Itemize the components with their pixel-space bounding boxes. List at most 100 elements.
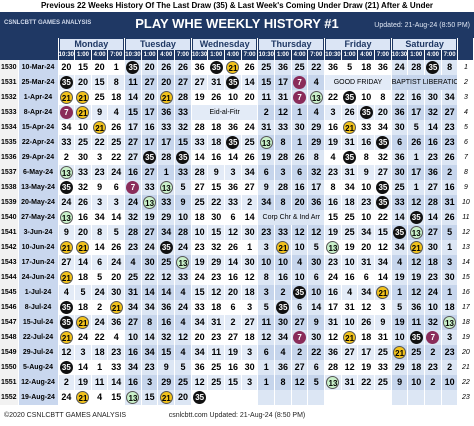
- number-cell: 4: [91, 390, 109, 405]
- number: 25: [377, 347, 388, 357]
- number: 12: [344, 362, 355, 372]
- number: 24: [177, 302, 188, 312]
- number-cell: 23: [424, 150, 442, 165]
- number: 27: [227, 332, 238, 342]
- number: 16: [327, 287, 338, 297]
- number-cell: 34: [124, 300, 142, 315]
- number: 6: [297, 302, 303, 312]
- number-cell: 35: [357, 105, 376, 120]
- number: 3: [263, 287, 269, 297]
- time-label: 7:00: [307, 50, 326, 60]
- number: 16: [327, 122, 338, 132]
- circled-number: 35: [193, 391, 207, 405]
- number-cell: 1: [391, 285, 409, 300]
- number: 16: [127, 347, 138, 357]
- number-cell: 28: [174, 90, 192, 105]
- row-number: 22: [457, 375, 474, 390]
- time-label: 1:00: [274, 50, 292, 60]
- day-cell: Tuesday: [124, 38, 192, 50]
- number-cell: 9: [391, 375, 409, 390]
- number-cell: 27: [241, 315, 259, 330]
- number: 19: [394, 317, 405, 327]
- date: 6-May-24: [18, 165, 59, 180]
- number-cell: 36: [391, 150, 409, 165]
- number-cell: 17: [407, 105, 426, 120]
- number-cell: 18: [91, 345, 109, 360]
- number: 30: [427, 242, 438, 252]
- number: 24: [427, 287, 438, 297]
- number: 26: [244, 152, 255, 162]
- number-cell: 2: [424, 375, 442, 390]
- number-cell: 5: [174, 360, 192, 375]
- number-cell: 14: [74, 360, 92, 375]
- draw-id: 1551: [0, 375, 19, 390]
- number-cell: 2: [241, 195, 259, 210]
- number-cell: [291, 390, 309, 405]
- number-cell: 36: [224, 180, 242, 195]
- number: 14: [311, 302, 322, 312]
- date: 22-Apr-24: [18, 135, 59, 150]
- number: 27: [427, 182, 438, 192]
- number: 26: [294, 152, 305, 162]
- number-cell: 36: [107, 315, 126, 330]
- number-cell: 35: [141, 150, 159, 165]
- number: 14: [244, 77, 255, 87]
- number-cell: 35: [157, 240, 176, 255]
- number: 14: [194, 152, 205, 162]
- number: 25: [111, 137, 122, 147]
- number-cell: 26: [107, 120, 126, 135]
- number: 20: [77, 227, 88, 237]
- number-cell: 5: [307, 240, 326, 255]
- number: 23: [261, 227, 272, 237]
- number-cell: 7: [58, 105, 76, 120]
- number: 1: [247, 242, 253, 252]
- number: 5: [413, 122, 419, 132]
- number-cell: 21: [58, 90, 76, 105]
- number: 31: [377, 332, 388, 342]
- number: 36: [194, 362, 205, 372]
- number: 2: [430, 377, 436, 387]
- number-cell: 9: [257, 180, 276, 195]
- number-cell: 25: [374, 375, 392, 390]
- number-cell: 16: [157, 315, 176, 330]
- number-cell: 29: [157, 210, 176, 225]
- day-name: Saturday: [392, 38, 457, 50]
- number: 8: [263, 272, 269, 282]
- number-cell: 14: [307, 300, 326, 315]
- number-cell: 36: [191, 360, 209, 375]
- number-cell: 24: [74, 330, 92, 345]
- number: 9: [363, 167, 369, 177]
- number-cell: 14: [224, 150, 242, 165]
- blank: [0, 50, 59, 60]
- number: 32: [427, 317, 438, 327]
- number: 2: [447, 167, 453, 177]
- number: 9: [97, 182, 103, 192]
- number-cell: 25: [124, 270, 142, 285]
- number-cell: [357, 390, 376, 405]
- row: 1539 20-May-24 24 26 3 3 24 13 33 9 25 22 33 2 34 8 20 36…: [0, 195, 474, 210]
- number: 25: [261, 62, 272, 72]
- number-cell: 29: [157, 375, 176, 390]
- number-cell: 9: [374, 315, 392, 330]
- number: 9: [63, 227, 69, 237]
- number: 14: [427, 212, 438, 222]
- number-cell: 30: [274, 315, 292, 330]
- caption: Previous 22 Weeks History Of The Last Dr…: [40, 1, 434, 10]
- number: 34: [244, 167, 255, 177]
- number-cell: 25: [207, 360, 226, 375]
- number: 12: [411, 197, 422, 207]
- number: 34: [61, 122, 72, 132]
- number-cell: 9: [91, 180, 109, 195]
- number: 15: [194, 287, 205, 297]
- number-cell: 10: [357, 210, 376, 225]
- number-cell: 16: [291, 180, 309, 195]
- number-cell: 32: [424, 315, 442, 330]
- number: 32: [211, 242, 222, 252]
- number: 33: [194, 137, 205, 147]
- number: 12: [227, 227, 238, 237]
- number: 20: [161, 77, 172, 87]
- number: 19: [327, 137, 338, 147]
- number-cell: 20: [58, 60, 76, 75]
- circled-number: 21: [109, 301, 123, 315]
- number: 15: [127, 107, 138, 117]
